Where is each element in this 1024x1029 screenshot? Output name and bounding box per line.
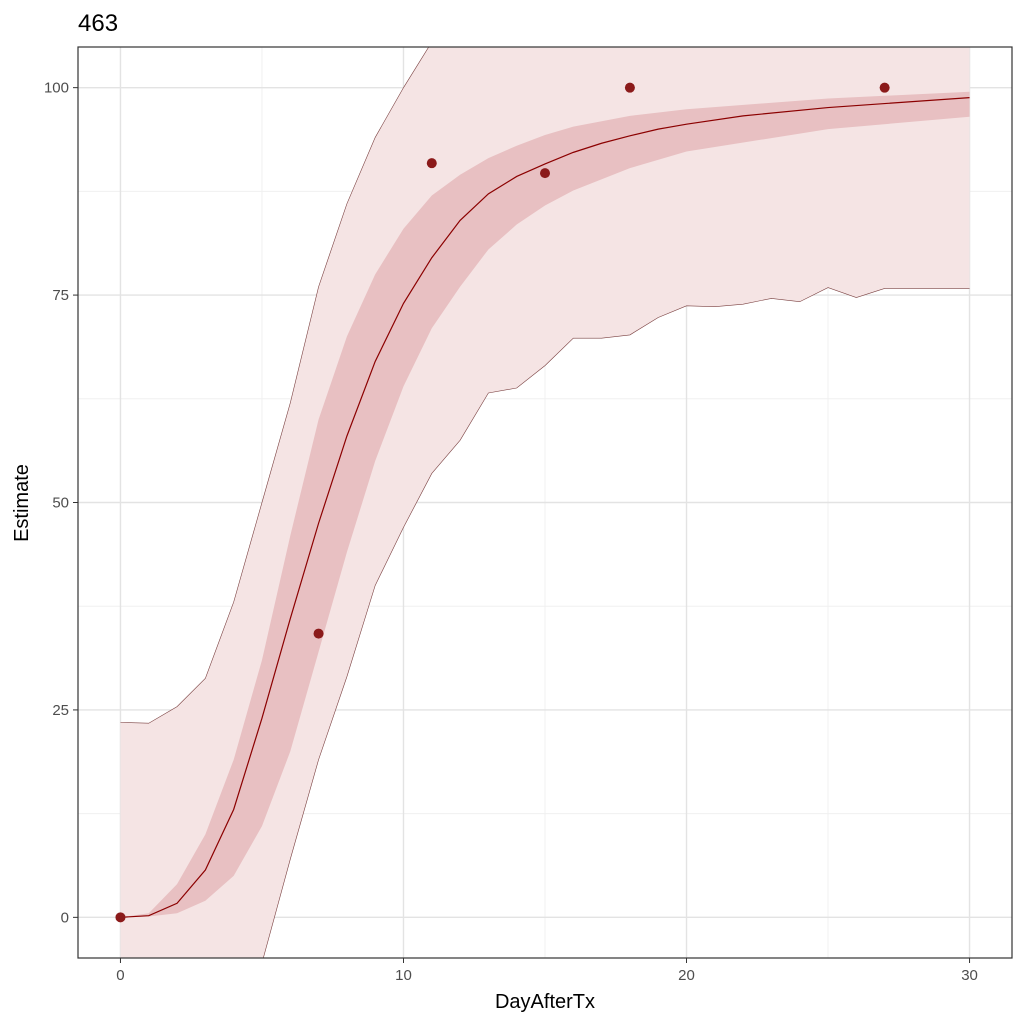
data-point xyxy=(313,628,324,639)
outer-band xyxy=(120,47,970,958)
data-point xyxy=(624,82,635,93)
y-tick-label: 0 xyxy=(61,909,69,926)
data-point xyxy=(426,158,437,169)
outer-band-lower-edge xyxy=(263,287,970,958)
data-point xyxy=(879,82,890,93)
outer-band-upper-edge xyxy=(120,47,430,724)
x-tick-label: 0 xyxy=(116,967,124,984)
y-tick-label: 25 xyxy=(52,702,69,719)
data-point xyxy=(540,168,550,179)
x-tick-label: 30 xyxy=(961,967,978,984)
chart-title: 463 xyxy=(78,10,118,37)
y-axis-label: Estimate xyxy=(11,464,33,542)
y-tick-label: 75 xyxy=(52,287,69,304)
plot-area xyxy=(115,47,970,958)
data-point xyxy=(115,912,126,923)
y-tick-label: 100 xyxy=(44,80,69,97)
x-tick-label: 20 xyxy=(678,967,695,984)
y-tick-label: 50 xyxy=(52,495,69,512)
x-axis-label: DayAfterTx xyxy=(495,991,595,1013)
x-tick-label: 10 xyxy=(395,967,412,984)
median-line xyxy=(120,97,970,918)
axes: 0 10 20 30 0 25 50 75 100 xyxy=(44,80,978,984)
inner-band xyxy=(120,91,970,918)
